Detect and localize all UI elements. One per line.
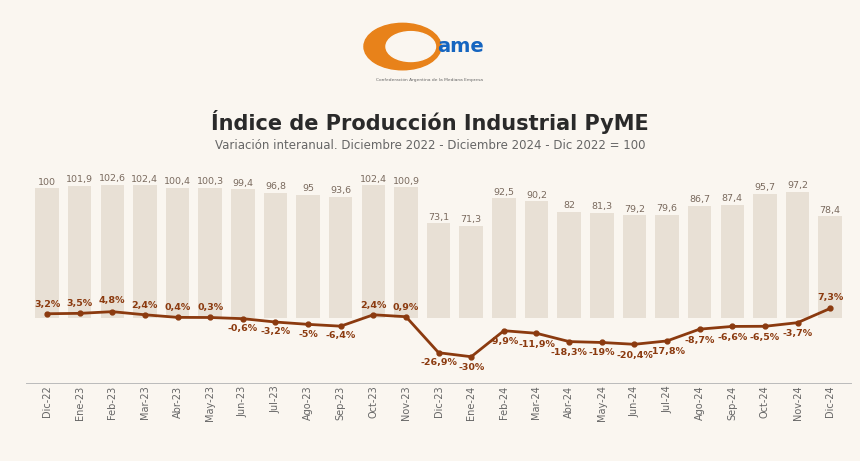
Text: 87,4: 87,4: [722, 194, 743, 203]
Bar: [753, 194, 777, 318]
Text: 102,4: 102,4: [359, 175, 387, 184]
Bar: [199, 188, 222, 318]
Bar: [297, 195, 320, 318]
Bar: [101, 185, 124, 318]
Bar: [557, 212, 580, 318]
Text: 97,2: 97,2: [787, 182, 808, 190]
Text: Variación interanual. Diciembre 2022 - Diciembre 2024 - Dic 2022 = 100: Variación interanual. Diciembre 2022 - D…: [215, 139, 645, 152]
Text: 90,2: 90,2: [526, 190, 547, 200]
Text: 79,2: 79,2: [624, 205, 645, 214]
Bar: [492, 198, 516, 318]
Text: -5%: -5%: [298, 330, 318, 338]
Text: -19%: -19%: [588, 348, 615, 357]
Text: 102,6: 102,6: [99, 174, 126, 183]
Text: 100,9: 100,9: [392, 177, 420, 186]
Text: 73,1: 73,1: [428, 213, 449, 222]
Bar: [166, 188, 189, 318]
Text: -8,7%: -8,7%: [685, 336, 715, 345]
Text: 95,7: 95,7: [754, 183, 776, 192]
Text: -9,9%: -9,9%: [488, 337, 519, 346]
Text: -6,6%: -6,6%: [717, 333, 747, 342]
Circle shape: [386, 32, 435, 61]
Text: 2,4%: 2,4%: [360, 301, 386, 310]
Text: 0,4%: 0,4%: [164, 303, 191, 312]
Bar: [133, 185, 157, 318]
Text: 99,4: 99,4: [232, 178, 254, 188]
Bar: [688, 206, 711, 318]
Text: -18,3%: -18,3%: [550, 348, 587, 357]
Text: 0,3%: 0,3%: [197, 303, 224, 312]
Text: -3,7%: -3,7%: [783, 329, 813, 338]
Bar: [361, 185, 385, 318]
Text: 3,5%: 3,5%: [66, 299, 93, 308]
Bar: [231, 189, 255, 318]
Text: -3,2%: -3,2%: [261, 327, 291, 336]
Bar: [819, 216, 842, 318]
Bar: [329, 197, 353, 318]
Text: -11,9%: -11,9%: [518, 340, 555, 349]
Text: 82: 82: [563, 201, 575, 210]
Text: 96,8: 96,8: [265, 182, 286, 191]
Text: -17,8%: -17,8%: [648, 348, 685, 356]
Bar: [68, 186, 91, 318]
Text: 100,4: 100,4: [164, 177, 191, 186]
Text: 79,6: 79,6: [656, 204, 678, 213]
Bar: [394, 187, 418, 318]
Text: 3,2%: 3,2%: [34, 300, 60, 308]
Text: 92,5: 92,5: [494, 188, 514, 196]
Bar: [590, 213, 613, 318]
Text: Confederación Argentina de la Mediana Empresa: Confederación Argentina de la Mediana Em…: [377, 78, 483, 82]
Bar: [655, 215, 679, 318]
Text: -30%: -30%: [458, 363, 484, 372]
Text: 101,9: 101,9: [66, 175, 93, 184]
Text: 7,3%: 7,3%: [817, 293, 844, 302]
Text: 71,3: 71,3: [461, 215, 482, 224]
Text: 81,3: 81,3: [591, 202, 612, 211]
Bar: [623, 215, 646, 318]
Text: 4,8%: 4,8%: [99, 296, 126, 305]
Text: 2,4%: 2,4%: [132, 301, 158, 310]
Text: -6,4%: -6,4%: [326, 331, 356, 340]
Bar: [459, 225, 483, 318]
Text: Índice de Producción Industrial PyME: Índice de Producción Industrial PyME: [211, 110, 649, 134]
Circle shape: [364, 24, 441, 70]
Text: -0,6%: -0,6%: [228, 324, 258, 333]
Bar: [721, 205, 744, 318]
Bar: [427, 223, 451, 318]
Text: 78,4: 78,4: [820, 206, 841, 215]
Text: -6,5%: -6,5%: [750, 333, 780, 342]
Text: -20,4%: -20,4%: [616, 351, 653, 360]
Text: 93,6: 93,6: [330, 186, 351, 195]
Bar: [35, 189, 58, 318]
Text: ame: ame: [437, 37, 483, 56]
Text: -26,9%: -26,9%: [421, 358, 457, 367]
Text: 86,7: 86,7: [689, 195, 710, 204]
Text: 95: 95: [302, 184, 314, 193]
Bar: [786, 192, 809, 318]
Text: 102,4: 102,4: [132, 175, 158, 184]
Bar: [525, 201, 548, 318]
Text: 100,3: 100,3: [197, 177, 224, 186]
Text: 100: 100: [38, 178, 56, 187]
Text: 0,9%: 0,9%: [393, 302, 419, 312]
Bar: [264, 193, 287, 318]
